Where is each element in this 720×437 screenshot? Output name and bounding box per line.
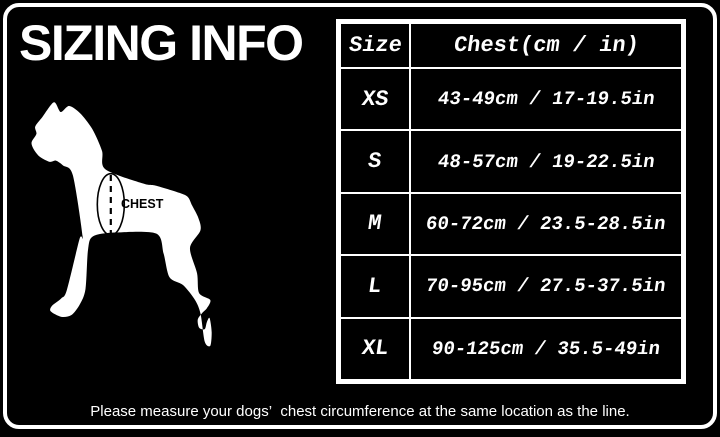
svg-text:CHEST: CHEST <box>121 197 164 211</box>
